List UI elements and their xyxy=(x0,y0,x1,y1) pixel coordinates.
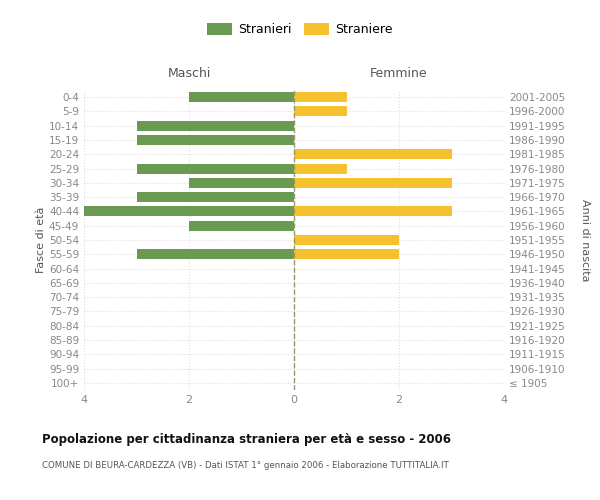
Text: Maschi: Maschi xyxy=(167,67,211,80)
Bar xyxy=(189,220,294,230)
Bar xyxy=(294,206,452,216)
Bar xyxy=(294,178,452,188)
Bar xyxy=(84,206,294,216)
Bar xyxy=(137,135,294,145)
Bar xyxy=(137,192,294,202)
Bar xyxy=(137,250,294,260)
Text: Femmine: Femmine xyxy=(370,67,428,80)
Y-axis label: Anni di nascita: Anni di nascita xyxy=(580,198,589,281)
Bar xyxy=(294,150,452,160)
Y-axis label: Fasce di età: Fasce di età xyxy=(36,207,46,273)
Text: Popolazione per cittadinanza straniera per età e sesso - 2006: Popolazione per cittadinanza straniera p… xyxy=(42,432,451,446)
Text: COMUNE DI BEURA-CARDEZZA (VB) - Dati ISTAT 1° gennaio 2006 - Elaborazione TUTTIT: COMUNE DI BEURA-CARDEZZA (VB) - Dati IST… xyxy=(42,460,449,469)
Bar xyxy=(294,106,347,117)
Bar xyxy=(137,120,294,130)
Bar xyxy=(294,250,399,260)
Bar xyxy=(294,235,399,245)
Legend: Stranieri, Straniere: Stranieri, Straniere xyxy=(201,16,399,42)
Bar xyxy=(137,164,294,173)
Bar xyxy=(294,92,347,102)
Bar xyxy=(189,92,294,102)
Bar xyxy=(189,178,294,188)
Bar xyxy=(294,164,347,173)
